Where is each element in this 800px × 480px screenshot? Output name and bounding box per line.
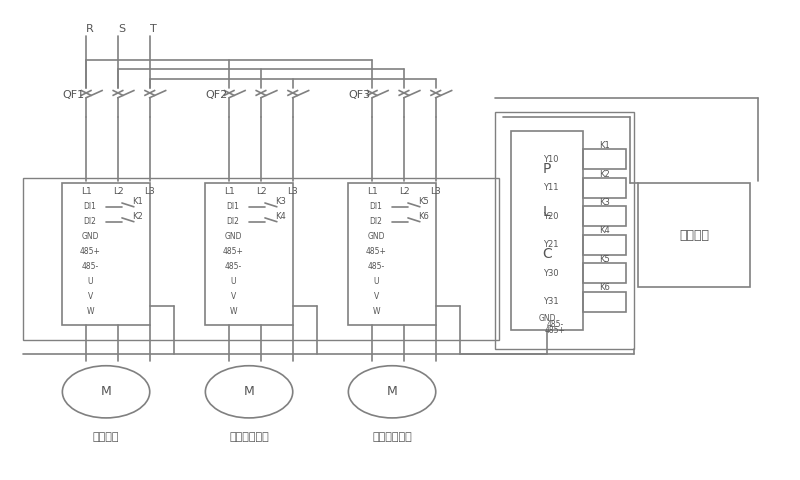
Text: W: W	[373, 307, 380, 316]
Text: DI2: DI2	[226, 217, 240, 226]
Text: GND: GND	[538, 314, 556, 323]
Text: GND: GND	[367, 232, 385, 241]
Text: K4: K4	[599, 227, 610, 236]
Bar	[582, 149, 626, 169]
Text: 485+: 485+	[222, 247, 244, 256]
Text: DI2: DI2	[370, 217, 382, 226]
Text: L1: L1	[81, 187, 91, 196]
Text: DI1: DI1	[84, 202, 97, 211]
Bar	[348, 183, 436, 325]
Text: GND: GND	[225, 232, 242, 241]
Text: V: V	[230, 292, 236, 301]
Text: K3: K3	[599, 198, 610, 207]
Text: Y31: Y31	[543, 297, 559, 306]
Text: M: M	[386, 385, 398, 398]
Text: L3: L3	[430, 187, 441, 196]
Text: S: S	[118, 24, 126, 34]
Text: 移动转盘电机: 移动转盘电机	[372, 432, 412, 442]
Text: 固定转盘电机: 固定转盘电机	[229, 432, 269, 442]
Bar	[22, 179, 499, 340]
Text: L2: L2	[113, 187, 123, 196]
Text: W: W	[230, 307, 237, 316]
Text: 人机界面: 人机界面	[679, 229, 709, 242]
Text: L1: L1	[224, 187, 234, 196]
Text: W: W	[86, 307, 94, 316]
Bar	[511, 131, 582, 330]
Text: K5: K5	[599, 255, 610, 264]
Text: T: T	[150, 24, 157, 34]
Text: K2: K2	[133, 212, 143, 220]
Text: L3: L3	[144, 187, 155, 196]
Text: Y10: Y10	[543, 155, 559, 164]
Text: C: C	[542, 247, 552, 261]
Text: L3: L3	[287, 187, 298, 196]
Text: QF1: QF1	[62, 90, 85, 100]
Text: Y21: Y21	[543, 240, 559, 249]
Text: 485-: 485-	[546, 320, 563, 329]
Text: 底座电机: 底座电机	[93, 432, 119, 442]
Text: DI1: DI1	[370, 202, 382, 211]
Text: L: L	[543, 204, 551, 218]
Text: 485+: 485+	[366, 247, 386, 256]
Text: Y30: Y30	[543, 269, 559, 278]
Text: K5: K5	[418, 197, 430, 205]
Text: P: P	[542, 162, 551, 176]
Text: 485-: 485-	[367, 262, 385, 271]
Text: R: R	[86, 24, 94, 34]
Text: GND: GND	[82, 232, 99, 241]
Text: K2: K2	[599, 169, 610, 179]
Text: U: U	[230, 277, 236, 286]
Text: K1: K1	[133, 197, 143, 205]
Text: V: V	[87, 292, 93, 301]
Text: K3: K3	[275, 197, 286, 205]
Bar	[62, 183, 150, 325]
Text: 485+: 485+	[80, 247, 101, 256]
Text: M: M	[244, 385, 254, 398]
Text: 485-: 485-	[225, 262, 242, 271]
Bar	[495, 112, 634, 349]
Text: L1: L1	[367, 187, 378, 196]
Text: K6: K6	[599, 283, 610, 292]
Bar	[582, 178, 626, 198]
Text: 485+: 485+	[545, 326, 566, 335]
Bar	[582, 292, 626, 312]
Text: U: U	[87, 277, 93, 286]
Text: U: U	[374, 277, 379, 286]
Text: V: V	[374, 292, 378, 301]
Text: 485-: 485-	[82, 262, 98, 271]
Text: M: M	[101, 385, 111, 398]
Text: QF2: QF2	[206, 90, 228, 100]
Bar	[582, 263, 626, 283]
Text: Y20: Y20	[543, 212, 559, 221]
Text: DI2: DI2	[84, 217, 97, 226]
Text: QF3: QF3	[348, 90, 370, 100]
Bar	[206, 183, 293, 325]
Text: Y11: Y11	[543, 183, 559, 192]
Bar	[582, 206, 626, 226]
Text: K6: K6	[418, 212, 430, 220]
Text: L2: L2	[398, 187, 410, 196]
Bar	[638, 183, 750, 288]
Bar	[582, 235, 626, 255]
Text: DI1: DI1	[226, 202, 240, 211]
Text: L2: L2	[256, 187, 266, 196]
Text: K4: K4	[275, 212, 286, 220]
Text: K1: K1	[599, 141, 610, 150]
